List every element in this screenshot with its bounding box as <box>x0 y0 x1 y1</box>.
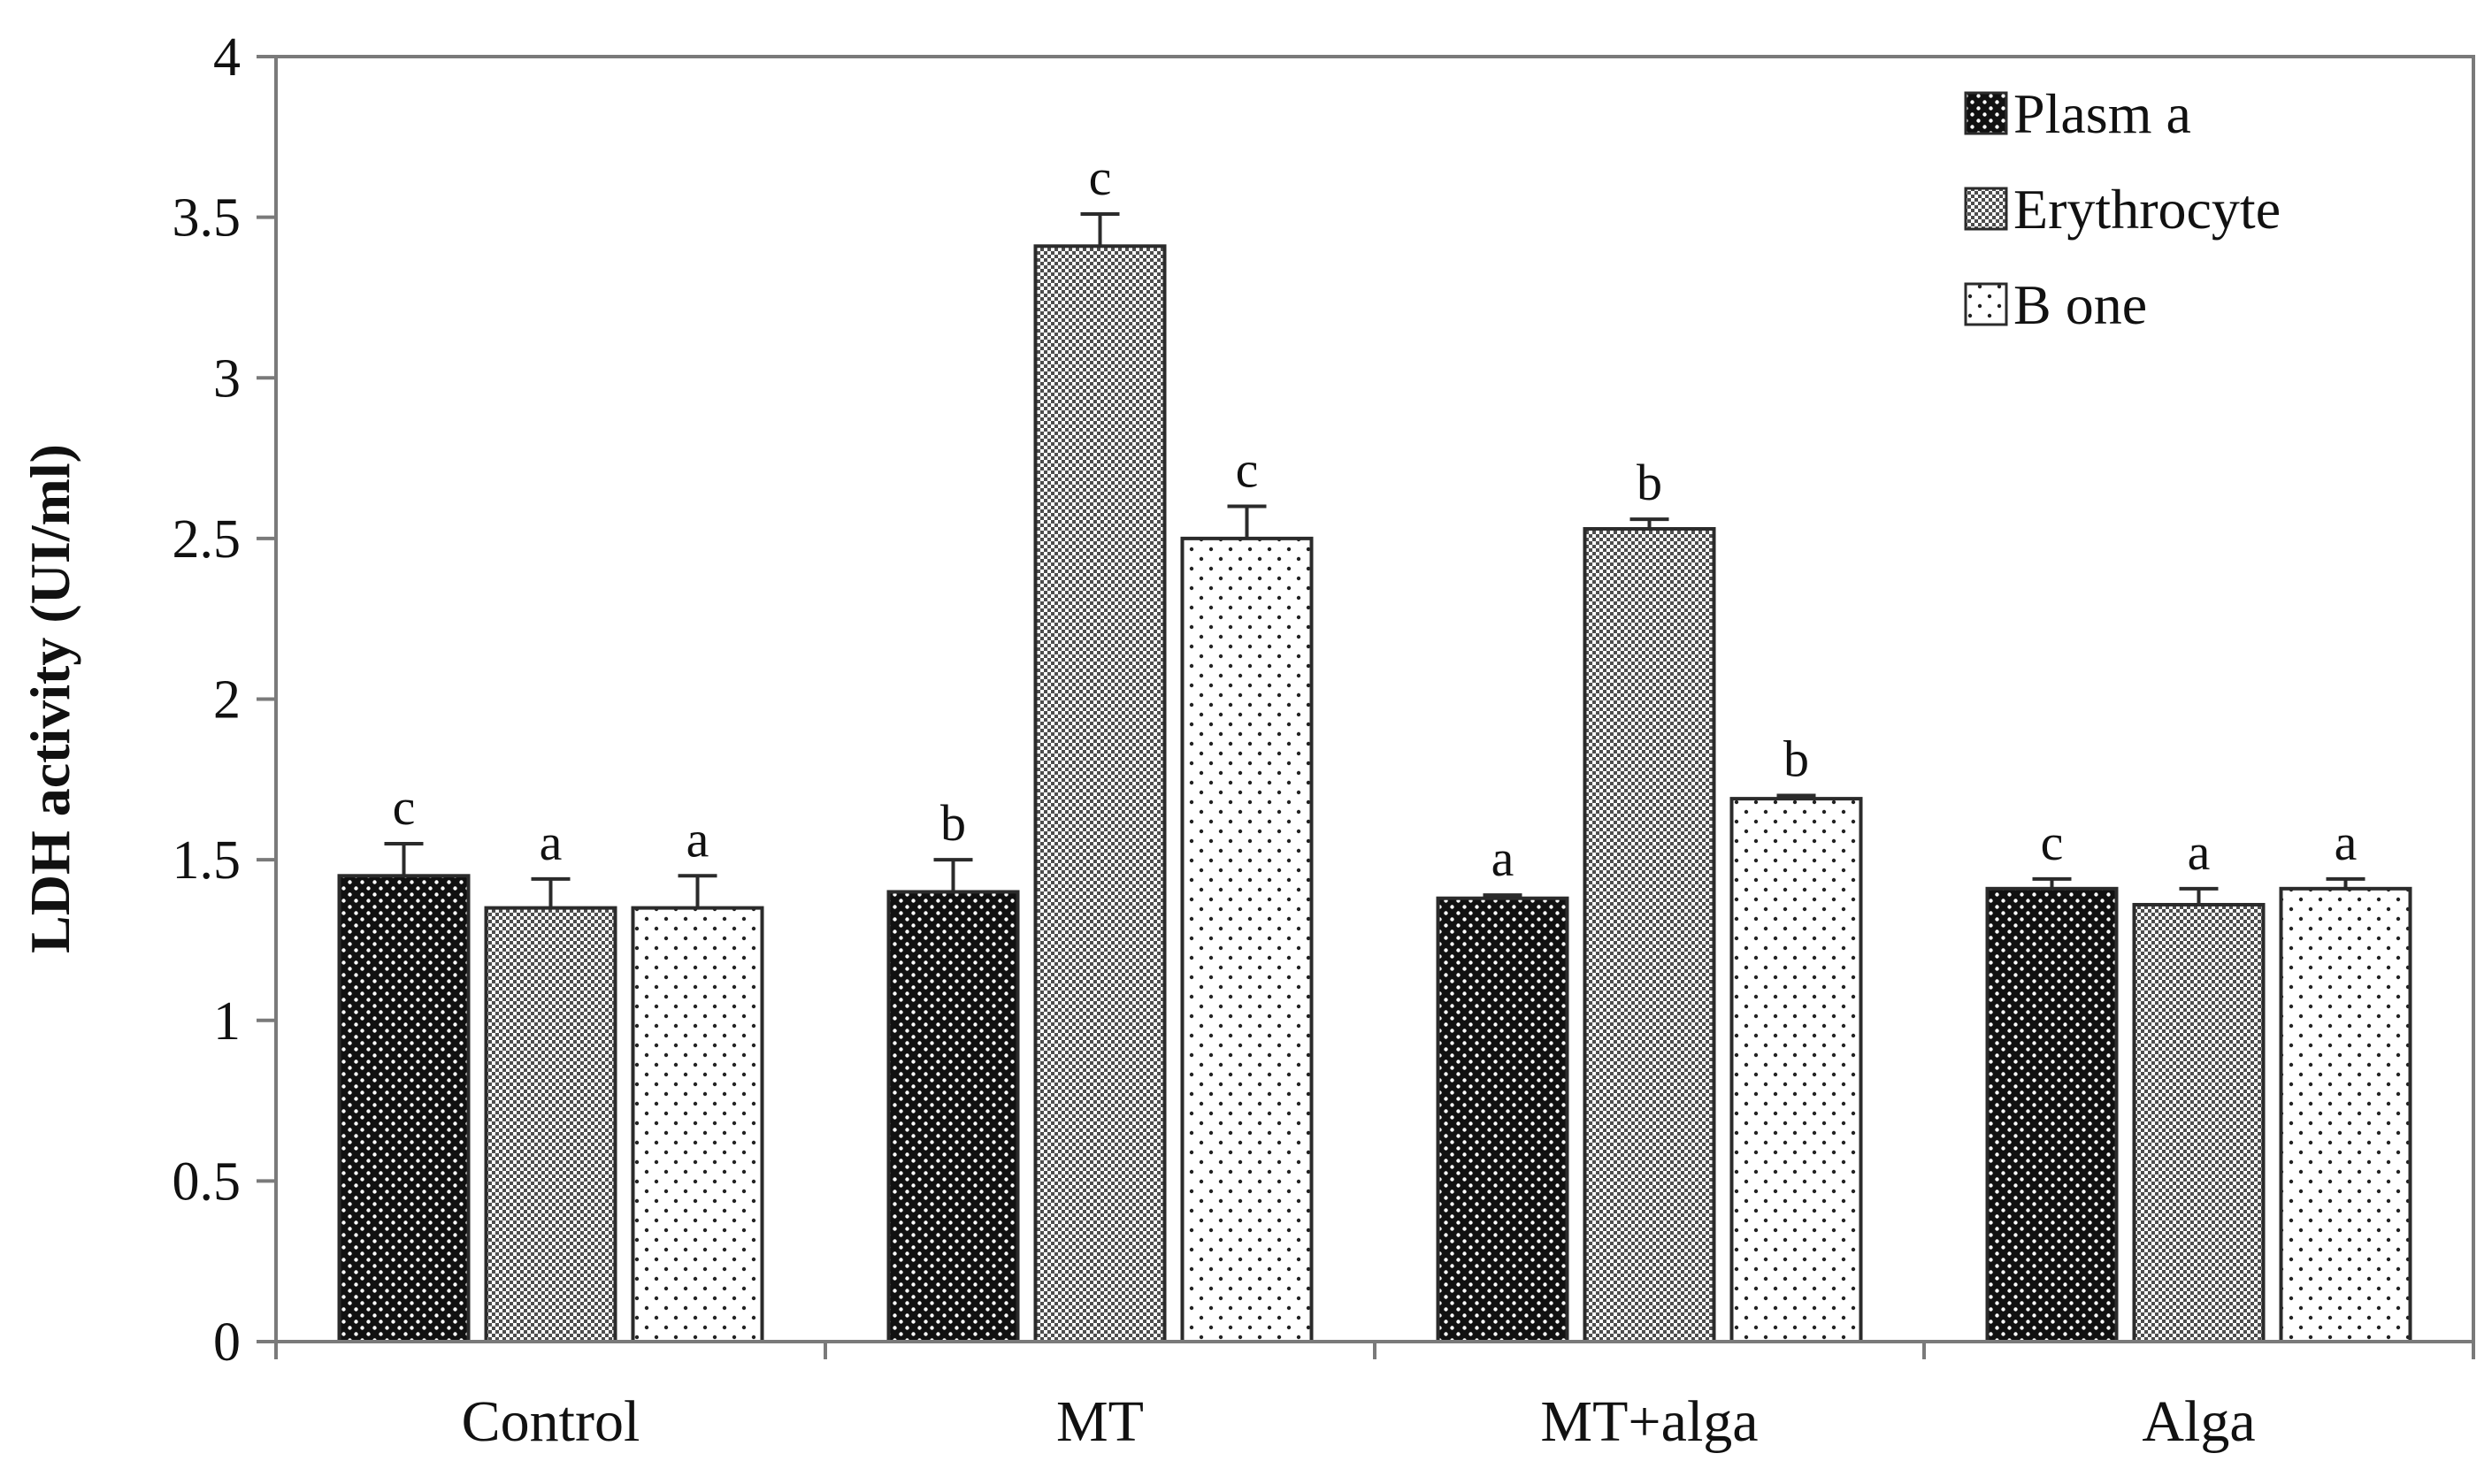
significance-label: c <box>393 778 416 836</box>
x-category-label: MT <box>1056 1389 1144 1454</box>
bar-bone-mt-alga <box>1729 797 1863 1343</box>
legend: Plasm a Erythrocyte B one <box>1964 82 2281 336</box>
bar-plasma-alga <box>1985 886 2119 1343</box>
legend-label-plasma: Plasm a <box>2013 82 2191 145</box>
bar-plasma-mt <box>886 890 1020 1343</box>
y-tick-label: 2.5 <box>173 509 242 570</box>
y-tick-label: 0.5 <box>173 1151 242 1212</box>
x-category-label: MT+alga <box>1540 1389 1758 1454</box>
legend-swatch-bone <box>1964 282 2008 326</box>
significance-label: a <box>540 814 563 871</box>
y-tick-label: 3.5 <box>173 188 242 249</box>
y-tick-label: 4 <box>213 27 241 88</box>
bar-erythrocyte-mt-alga <box>1583 526 1716 1343</box>
y-axis-ticks: 0 0.5 1 1.5 2 2.5 3 3.5 4 <box>173 27 276 1373</box>
significance-label: b <box>940 794 966 852</box>
bar-bone-control <box>631 906 764 1344</box>
legend-swatch-erythrocyte <box>1964 187 2008 231</box>
x-axis-categories: Control MT MT+alga Alga <box>274 1342 2475 1454</box>
bar-erythrocyte-control <box>484 906 617 1344</box>
significance-label: c <box>1236 441 1259 499</box>
x-category-label: Control <box>462 1389 640 1454</box>
bar-erythrocyte-alga <box>2132 902 2266 1343</box>
x-category-label: Alga <box>2142 1389 2255 1454</box>
y-tick-label: 0 <box>213 1312 241 1373</box>
significance-label: b <box>1783 730 1809 787</box>
significance-label: a <box>2188 823 2211 881</box>
y-axis-label: LDH activity (UI/ml) <box>19 444 81 953</box>
significance-label: b <box>1637 454 1662 511</box>
y-tick-label: 1.5 <box>173 830 242 891</box>
y-tick-label: 3 <box>213 348 241 409</box>
significance-label: c <box>2041 814 2064 871</box>
bar-plasma-mt-alga <box>1436 896 1569 1344</box>
bar-plasma-control <box>337 874 471 1343</box>
legend-label-erythrocyte: Erythrocyte <box>2013 178 2281 241</box>
legend-label-bone: B one <box>2013 273 2147 336</box>
significance-label: a <box>686 810 709 868</box>
legend-swatch-plasma <box>1964 91 2008 135</box>
bar-bone-mt <box>1180 536 1314 1343</box>
significance-label: a <box>2335 814 2358 871</box>
y-tick-label: 1 <box>213 991 241 1052</box>
bar-erythrocyte-mt <box>1033 244 1167 1343</box>
significance-label: c <box>1089 149 1112 206</box>
significance-label: a <box>1491 830 1514 887</box>
y-tick-label: 2 <box>213 670 241 731</box>
bar-bone-alga <box>2279 886 2412 1343</box>
